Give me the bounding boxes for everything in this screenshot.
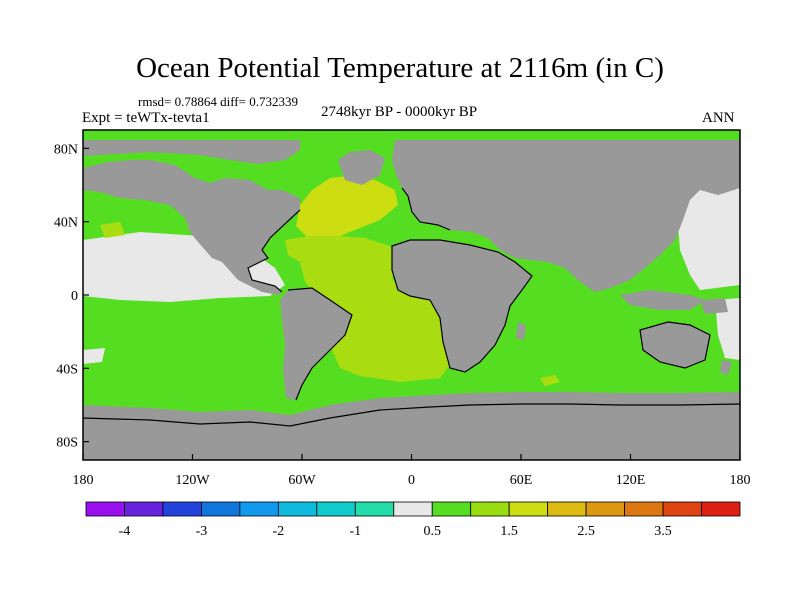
x-tick-label: 180 [73, 473, 94, 488]
land-mask [83, 140, 740, 460]
colorbar-label: -2 [273, 524, 285, 539]
rmsd-diff-stats: rmsd= 0.78864 diff= 0.732339 [138, 94, 298, 109]
color-swatch [624, 501, 664, 517]
y-tick-label: 0 [71, 289, 78, 304]
color-swatch [85, 501, 125, 517]
color-swatch [162, 501, 202, 517]
color-legend: -4 -3 -2 -1 0.5 1.5 2.5 3.5 [85, 501, 741, 539]
map-field [83, 130, 740, 460]
color-swatch [277, 501, 318, 517]
colorbar-label: 1.5 [500, 524, 518, 539]
latitude-axis: 80N 40N 0 40S 80S [54, 142, 89, 451]
color-swatch [508, 501, 549, 517]
colorbar-label: 2.5 [577, 524, 595, 539]
color-swatch [124, 501, 164, 517]
time-period-label: 2748kyr BP - 0000kyr BP [321, 104, 478, 120]
color-swatch [662, 501, 702, 517]
color-swatch [585, 501, 625, 517]
x-tick-label: 60W [288, 473, 316, 488]
x-tick-label: 120E [616, 473, 646, 488]
experiment-label: Expt = teWTx-tevta1 [82, 110, 210, 126]
anomaly-patches [100, 222, 560, 386]
colorbar-label: -1 [349, 524, 361, 539]
colorbar-label: -4 [119, 524, 131, 539]
season-label: ANN [702, 110, 735, 126]
y-tick-label: 40N [54, 216, 78, 231]
color-swatch [470, 501, 510, 517]
x-tick-label: 0 [408, 473, 415, 488]
coastlines [83, 187, 740, 427]
atlantic-anomaly [285, 236, 455, 382]
color-swatch [201, 501, 241, 517]
colorbar-label: 0.5 [423, 524, 441, 539]
color-swatch [354, 501, 395, 517]
color-swatch [316, 501, 356, 517]
x-tick-label: 120W [175, 473, 210, 488]
north-atlantic-anomaly [296, 176, 398, 240]
y-tick-label: 80S [56, 436, 78, 451]
color-swatch [547, 501, 587, 517]
colorbar-label: -3 [196, 524, 208, 539]
y-tick-label: 80N [54, 142, 78, 157]
x-tick-label: 180 [730, 473, 751, 488]
color-swatch [431, 501, 472, 517]
longitude-axis: 180 120W 60W 0 60E 120E 180 [73, 454, 751, 488]
color-swatch [701, 501, 741, 517]
y-tick-label: 40S [56, 362, 78, 377]
map-title: Ocean Potential Temperature at 2116m (in… [136, 52, 664, 84]
colorbar-label: 3.5 [654, 524, 672, 539]
x-tick-label: 60E [510, 473, 533, 488]
color-swatch [239, 501, 279, 517]
color-swatch [393, 501, 433, 517]
